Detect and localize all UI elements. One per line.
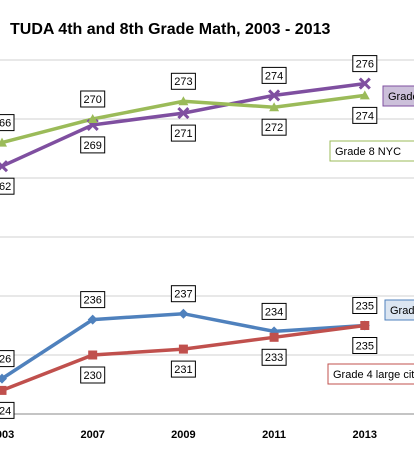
data-label: 234 <box>265 306 283 318</box>
data-label-box <box>352 106 378 124</box>
data-label: 236 <box>84 295 102 307</box>
data-label: 266 <box>0 118 11 130</box>
marker <box>87 114 98 123</box>
data-label: 276 <box>356 59 374 71</box>
data-label: 233 <box>265 352 283 364</box>
data-label: 274 <box>265 70 283 82</box>
data-label: 226 <box>0 354 11 366</box>
data-label-box <box>261 302 287 320</box>
marker <box>88 350 98 360</box>
data-label-box <box>170 72 196 90</box>
legend-box <box>329 140 414 162</box>
data-label: 235 <box>356 300 374 312</box>
data-label-box <box>261 348 287 366</box>
marker <box>178 96 189 106</box>
data-label: 224 <box>0 405 11 417</box>
data-label: 237 <box>174 289 192 301</box>
data-label: 272 <box>265 122 283 134</box>
data-label: 271 <box>174 128 192 140</box>
series-line <box>1 323 366 393</box>
x-tick-label: 2007 <box>80 429 104 441</box>
marker <box>87 314 98 325</box>
data-label: 269 <box>84 140 102 152</box>
marker <box>268 89 281 102</box>
marker <box>0 160 9 173</box>
data-label: 235 <box>356 340 374 352</box>
data-label: 274 <box>356 110 374 122</box>
legend-label: Grade 8 NYC <box>335 146 401 158</box>
data-label-box <box>261 118 287 136</box>
legend-label: Grade 4 large cities <box>333 369 414 381</box>
data-label: 270 <box>84 94 102 106</box>
data-label-box <box>261 66 287 84</box>
data-label-box <box>352 297 378 314</box>
marker <box>269 102 280 112</box>
data-label: 273 <box>174 76 192 88</box>
data-label-box <box>170 360 196 378</box>
marker <box>178 344 188 354</box>
data-label-box <box>0 114 15 132</box>
marker <box>0 373 7 384</box>
marker <box>0 385 7 395</box>
data-label-box <box>0 177 15 195</box>
data-label-box <box>170 124 196 142</box>
x-tick-label: 2003 <box>0 429 14 441</box>
data-label-box <box>170 285 196 303</box>
data-label-box <box>352 337 378 354</box>
data-label-box <box>0 350 15 368</box>
marker <box>358 77 371 90</box>
data-label-box <box>352 55 378 73</box>
marker <box>269 332 279 342</box>
data-label: 231 <box>174 364 192 376</box>
data-label: 230 <box>84 370 102 382</box>
x-tick-label: 2013 <box>353 429 377 441</box>
marker <box>178 308 189 319</box>
chart-title: TUDA 4th and 8th Grade Math, 2003 - 2013 <box>10 21 330 38</box>
legend-label: Grade 4 NYC <box>390 305 414 317</box>
legend-box <box>384 299 414 321</box>
x-tick-label: 2011 <box>262 429 286 441</box>
data-label-box <box>80 90 106 108</box>
data-label-box <box>80 366 106 384</box>
marker <box>177 107 190 120</box>
legend-label: Grade 8 large cities <box>388 91 414 103</box>
marker <box>359 90 370 100</box>
marker <box>0 137 7 147</box>
marker <box>360 321 370 330</box>
legend-box <box>382 85 414 107</box>
data-label-box <box>80 136 106 154</box>
data-label: 262 <box>0 181 11 193</box>
legend-box <box>327 363 414 385</box>
data-label-box <box>80 291 106 309</box>
data-label-box <box>0 401 15 419</box>
x-tick-label: 2009 <box>171 429 195 441</box>
